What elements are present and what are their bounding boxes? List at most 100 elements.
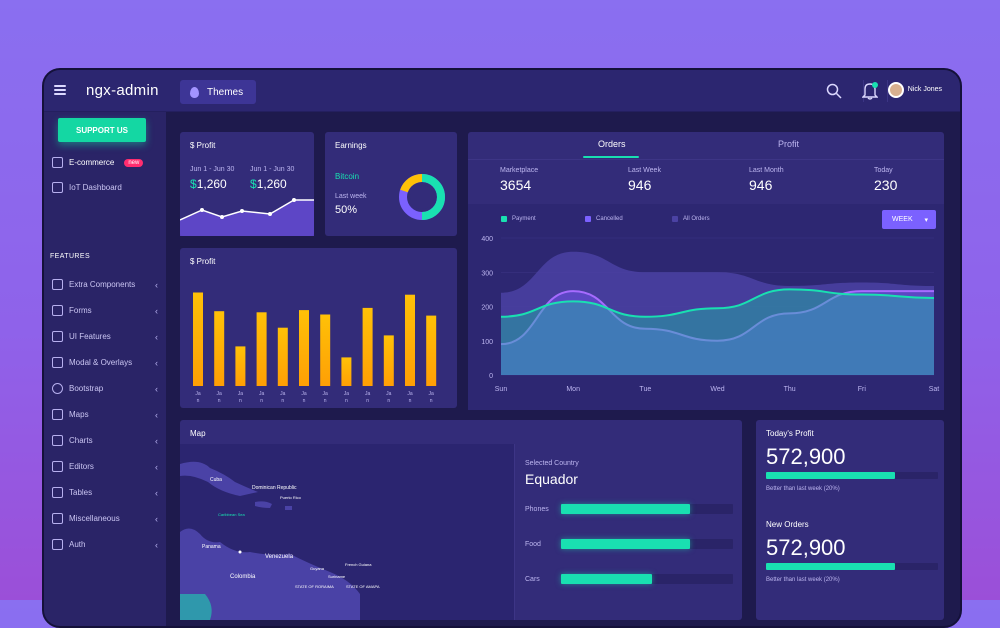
earnings-card: Earnings Bitcoin Last week 50%: [325, 132, 457, 236]
chevron-left-icon: ‹: [155, 305, 158, 316]
search-icon[interactable]: [826, 83, 842, 99]
sidebar-item-label: IoT Dashboard: [69, 183, 122, 192]
map-label-colombia: Colombia: [230, 574, 256, 580]
x-tick-label: n: [430, 398, 433, 404]
coin-name[interactable]: Bitcoin: [335, 172, 360, 181]
map-label-panama: Panama: [202, 544, 221, 550]
lock-icon: [52, 539, 63, 550]
profit-bar: [299, 310, 309, 386]
user-name[interactable]: Nick Jones: [907, 86, 942, 93]
series-area-cancelled: [501, 291, 934, 375]
todays-profit-progress: [766, 472, 938, 479]
new-badge: new: [124, 158, 144, 167]
x-tick-label: Fri: [858, 386, 867, 393]
themes-button[interactable]: Themes: [180, 80, 256, 104]
profit-value: $1,260: [190, 177, 227, 191]
x-tick-label: Wed: [710, 386, 724, 393]
x-tick-label: n: [345, 398, 348, 404]
shopping-cart-icon: [52, 157, 63, 168]
profit-value: $1,260: [250, 177, 287, 191]
profit-bar: [426, 315, 437, 386]
period-label: Jun 1 - Jun 30: [250, 166, 295, 173]
sidebar-item-charts[interactable]: Charts ‹: [52, 435, 162, 446]
orders-tabs: Orders Profit: [468, 132, 944, 160]
map-label-amapa: STATE OF AMAPA: [346, 584, 380, 589]
separator: [887, 80, 888, 102]
sidebar-item-miscellaneous[interactable]: Miscellaneous ‹: [52, 513, 162, 524]
orders-chart-area: Payment Cancelled All Orders WEEK ▾ 0 100 2…: [468, 204, 944, 410]
bell-icon[interactable]: [861, 82, 879, 100]
x-tick-label: n: [366, 398, 369, 404]
chart-icon: [52, 435, 63, 446]
legend-cancelled: Cancelled: [585, 216, 623, 222]
profit-bar: [383, 335, 394, 386]
legend-payment: Payment: [501, 216, 536, 222]
map-label-suriname: Suriname: [328, 574, 346, 579]
sidebar-item-e-commerce[interactable]: E-commerce new: [52, 157, 162, 168]
home-icon: [52, 182, 63, 193]
stat-marketplace: Marketplace 3654: [500, 167, 539, 193]
sidebar-item-tables[interactable]: Tables ‹: [52, 487, 162, 498]
period-label: Jun 1 - Jun 30: [190, 166, 235, 173]
country-map[interactable]: Cuba Dominican Republic Puerto Rico Cari…: [180, 444, 514, 620]
x-tick-label: Mon: [566, 386, 580, 393]
chevron-left-icon: ‹: [155, 279, 158, 290]
sidebar-item-label: E-commerce: [69, 158, 115, 167]
profit-sparkline: [180, 198, 314, 236]
profit-bar-card: $ Profit Ja n Ja n Ja n Ja n Ja n Ja n Ja n Ja n Ja n Ja n J…: [180, 248, 457, 408]
sidebar-item-maps[interactable]: Maps ‹: [52, 409, 162, 420]
x-tick-label: Sat: [929, 386, 940, 393]
sidebar-item-label: Miscellaneous: [69, 514, 120, 523]
app-window: ngx-admin Themes Nick Jones SUPPORT US E…: [42, 68, 962, 628]
profit-bar: [277, 327, 288, 386]
legend-all-orders: All Orders: [672, 216, 710, 222]
tab-orders[interactable]: Orders: [598, 139, 626, 149]
sidebar-item-extra-components[interactable]: Extra Components ‹: [52, 279, 162, 290]
profit-bar: [341, 357, 352, 386]
x-tick-label: Ja: [429, 391, 435, 397]
map-label-roraima: STATE OF RORAIMA: [295, 584, 334, 589]
card-title: Today's Profit: [766, 429, 814, 438]
map-label-dominican-republic: Dominican Republic: [252, 485, 297, 491]
category-bar-phones: Phones: [525, 504, 733, 514]
sidebar-item-forms[interactable]: Forms ‹: [52, 305, 162, 316]
support-us-button[interactable]: SUPPORT US: [58, 118, 146, 142]
sidebar-item-bootstrap[interactable]: Bootstrap ‹: [52, 383, 162, 394]
profit-bar: [362, 307, 373, 386]
chevron-left-icon: ‹: [155, 383, 158, 394]
sidebar-item-iot-dashboard[interactable]: IoT Dashboard: [52, 182, 162, 193]
top-bar: ngx-admin Themes Nick Jones: [44, 70, 960, 112]
category-bar-food: Food: [525, 539, 733, 549]
stat-last-week: Last Week 946: [628, 167, 661, 193]
sidebar-item-label: Modal & Overlays: [69, 358, 133, 367]
y-tick-label: 400: [481, 236, 493, 243]
x-tick-label: Sun: [495, 386, 508, 393]
themes-label: Themes: [207, 86, 244, 98]
week-dropdown[interactable]: WEEK ▾: [882, 210, 936, 229]
drop-icon: [190, 86, 199, 98]
map-label-puerto-rico: Puerto Rico: [280, 495, 302, 500]
app-title[interactable]: ngx-admin: [86, 82, 159, 99]
chevron-left-icon: ‹: [155, 461, 158, 472]
active-tab-indicator: [583, 156, 639, 158]
sidebar-item-label: Charts: [69, 436, 93, 445]
todays-profit-card: Today's Profit 572,900 Better than last …: [756, 420, 944, 620]
new-orders-progress: [766, 563, 938, 570]
sidebar-item-ui-features[interactable]: UI Features ‹: [52, 331, 162, 342]
new-orders-note: Better than last week (20%): [766, 577, 840, 583]
y-tick-label: 100: [481, 339, 493, 346]
chevron-left-icon: ‹: [155, 331, 158, 342]
chevron-left-icon: ‹: [155, 487, 158, 498]
profit-bar: [256, 312, 267, 386]
tab-profit[interactable]: Profit: [778, 139, 800, 149]
menu-icon[interactable]: [54, 85, 66, 95]
stat-last-month: Last Month 946: [749, 167, 784, 193]
avatar[interactable]: [888, 82, 904, 98]
chevron-left-icon: ‹: [155, 539, 158, 550]
sidebar-item-auth[interactable]: Auth ‹: [52, 539, 162, 550]
x-tick-label: Ja: [365, 391, 371, 397]
orders-card: Orders Profit Marketplace 3654 Last Week 9…: [468, 132, 944, 410]
sidebar-item-modal-overlays[interactable]: Modal & Overlays ‹: [52, 357, 162, 368]
sidebar-item-editors[interactable]: Editors ‹: [52, 461, 162, 472]
